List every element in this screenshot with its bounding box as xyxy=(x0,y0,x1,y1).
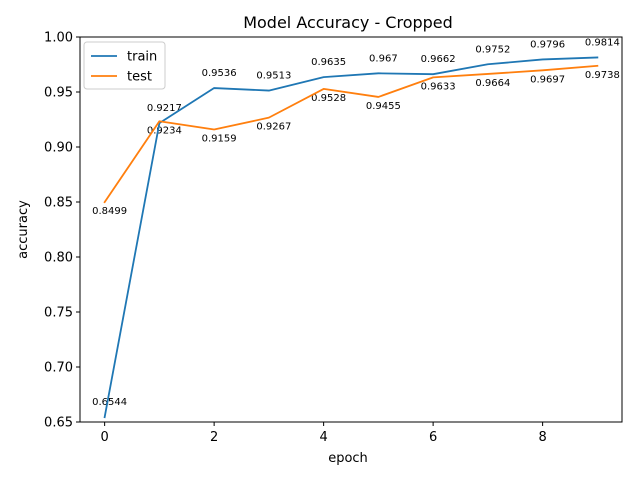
data-label-test: 0.9528 xyxy=(311,93,346,104)
data-label-train: 0.9513 xyxy=(256,71,291,82)
data-label-test: 0.9267 xyxy=(256,122,291,133)
legend-label-test: test xyxy=(127,70,152,85)
data-label-train: 0.9662 xyxy=(421,54,456,65)
legend-label-train: train xyxy=(127,50,157,65)
data-label-train: 0.9536 xyxy=(202,68,237,79)
x-axis: 0 2 4 6 8 xyxy=(100,422,547,445)
y-tick-label: 0.95 xyxy=(44,86,73,101)
x-tick-label: 8 xyxy=(538,430,546,445)
data-label-train: 0.967 xyxy=(369,53,398,64)
x-tick-label: 4 xyxy=(319,430,327,445)
y-tick-label: 0.70 xyxy=(44,361,73,376)
data-label-test: 0.9159 xyxy=(202,134,237,145)
y-axis-title: accuracy xyxy=(16,200,31,259)
data-label-train: 0.9635 xyxy=(311,57,346,68)
data-label-test: 0.9234 xyxy=(147,125,182,136)
series-line-test xyxy=(103,64,599,204)
data-label-train: 0.9752 xyxy=(475,44,510,55)
data-label-test: 0.9455 xyxy=(366,101,401,112)
x-tick-label: 0 xyxy=(100,430,108,445)
data-label-test: 0.9697 xyxy=(530,74,565,85)
x-axis-title: epoch xyxy=(328,451,368,466)
data-label-test: 0.9633 xyxy=(421,81,456,92)
y-tick-label: 0.85 xyxy=(44,196,73,211)
y-tick-label: 0.90 xyxy=(44,141,73,156)
series-lines xyxy=(103,56,599,419)
y-axis: 0.65 0.70 0.75 0.80 0.85 0.90 0.95 1.00 xyxy=(44,31,80,431)
x-tick-label: 6 xyxy=(429,430,437,445)
legend-box xyxy=(83,41,166,90)
chart-title: Model Accuracy - Cropped xyxy=(243,13,453,32)
data-labels: 0.6544 0.9217 0.9536 0.9513 0.9635 0.967 0.966… xyxy=(92,37,620,408)
data-label-train: 0.6544 xyxy=(92,397,127,408)
y-tick-label: 0.65 xyxy=(44,416,73,431)
x-tick-label: 2 xyxy=(210,430,218,445)
data-label-train: 0.9796 xyxy=(530,39,565,50)
series-line-train xyxy=(103,56,599,419)
legend: train test xyxy=(83,41,166,90)
data-label-test: 0.8499 xyxy=(92,206,127,217)
y-tick-label: 0.80 xyxy=(44,251,73,266)
y-tick-label: 1.00 xyxy=(44,31,73,46)
data-label-train: 0.9217 xyxy=(147,103,182,114)
y-tick-label: 0.75 xyxy=(44,306,73,321)
data-label-test: 0.9738 xyxy=(585,70,620,81)
plot-frame xyxy=(79,36,623,423)
data-label-train: 0.9814 xyxy=(585,37,620,48)
data-label-test: 0.9664 xyxy=(475,78,510,89)
